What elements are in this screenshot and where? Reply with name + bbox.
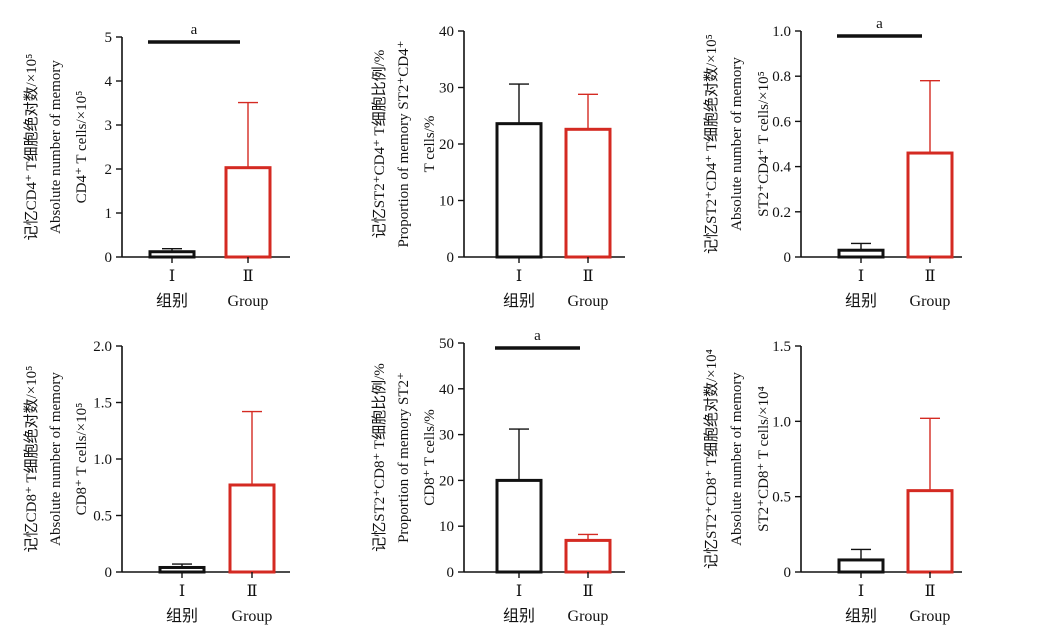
x-axis-title-en: Group	[232, 608, 273, 625]
significance-label: a	[191, 22, 198, 38]
y-tick-label: 0.2	[772, 205, 791, 221]
bar-group-2	[228, 483, 276, 574]
y-axis-title-line-1: 记忆CD8⁺ T细胞绝对数/×10⁵	[23, 366, 40, 553]
y-axis-title-line-2: Absolute number of memory	[729, 57, 745, 231]
x-axis-title-en: Group	[568, 293, 609, 310]
y-tick-label: 0.5	[772, 490, 791, 506]
y-tick-label: 30	[439, 428, 454, 444]
x-axis-title-cn: 组别	[845, 607, 877, 625]
y-axis-title-line-3: T cells/%	[422, 116, 438, 173]
bar-group-2	[564, 127, 612, 259]
y-axis-title-line-3: CD4⁺ T cells/×10⁵	[74, 91, 90, 204]
y-tick-label: 0.8	[772, 69, 791, 85]
chart-panel-3: 0 0.2 0.4 0.6 0.8 1.0 Ⅰ Ⅱ 组别 Group a 记忆ST2⁺CD4⁺ T细胞…	[703, 16, 962, 310]
x-tick-label: Ⅰ	[516, 268, 522, 285]
bar-group-1	[837, 248, 885, 259]
y-tick-label: 40	[439, 24, 454, 40]
x-tick-label: Ⅱ	[243, 268, 254, 285]
y-tick-label: 0.6	[772, 114, 791, 130]
y-tick-label: 5	[105, 30, 113, 46]
y-axis-title-line-1: 记忆CD4⁺ T细胞绝对数/×10⁵	[23, 54, 40, 241]
y-axis-title-line-1: 记忆ST2⁺CD4⁺ T细胞绝对数/×10⁵	[703, 34, 720, 254]
bar-group-1	[158, 565, 206, 574]
y-axis-title-line-2: Absolute number of memory	[48, 372, 64, 546]
y-axis-title-line-1: 记忆ST2⁺CD8⁺ T细胞绝对数/×10⁴	[703, 349, 720, 569]
y-axis-title-line-2: Absolute number of memory	[729, 372, 745, 546]
y-tick-label: 1.0	[772, 414, 791, 430]
y-tick-label: 2	[105, 162, 113, 178]
y-tick-label: 3	[105, 118, 113, 134]
bar-group-2	[906, 489, 954, 574]
y-tick-label: 0.5	[93, 509, 112, 525]
y-axis-title-line-3: ST2⁺CD8⁺ T cells/×10⁴	[756, 386, 772, 532]
y-axis-title-line-2: Proportion of memory ST2⁺	[396, 372, 412, 543]
bar-group-1	[495, 478, 543, 574]
x-tick-label: Ⅰ	[858, 268, 864, 285]
significance-label: a	[876, 16, 883, 32]
chart-panel-2: 0 10 20 30 40 Ⅰ Ⅱ 组别 Group 记忆ST2⁺CD4⁺ T细胞比例/% Prop…	[371, 24, 625, 310]
x-axis-title-en: Group	[568, 608, 609, 625]
bar-group-2	[906, 151, 954, 259]
y-tick-label: 30	[439, 81, 454, 97]
y-axis-title-line-2: Absolute number of memory	[48, 60, 64, 234]
y-axis-title-line-3: ST2⁺CD4⁺ T cells/×10⁵	[756, 71, 772, 217]
y-tick-label: 0	[105, 250, 113, 266]
significance-label: a	[534, 328, 541, 344]
y-axis-title-line-3: CD8⁺ T cells/×10⁵	[74, 403, 90, 516]
x-axis-title-en: Group	[228, 293, 269, 310]
y-tick-label: 0.4	[772, 160, 791, 176]
x-axis-title-cn: 组别	[156, 292, 188, 310]
y-tick-label: 1.5	[772, 339, 791, 355]
bar-group-1	[495, 122, 543, 259]
y-tick-label: 10	[439, 519, 454, 535]
y-tick-label: 0	[784, 250, 792, 266]
x-axis-title-cn: 组别	[503, 292, 535, 310]
x-tick-label: Ⅰ	[169, 268, 175, 285]
bar-group-1	[148, 250, 196, 259]
y-tick-label: 10	[439, 194, 454, 210]
x-axis-title-cn: 组别	[845, 292, 877, 310]
y-axis-title-line-1: 记忆ST2⁺CD4⁺ T细胞比例/%	[371, 50, 388, 238]
x-tick-label: Ⅱ	[583, 583, 594, 600]
bar-group-2	[224, 166, 272, 259]
y-tick-label: 0	[447, 250, 455, 266]
y-tick-label: 4	[105, 74, 113, 90]
x-axis-title-en: Group	[910, 293, 951, 310]
x-tick-label: Ⅱ	[925, 268, 936, 285]
chart-panel-1: 0 1 2 3 4 5 Ⅰ Ⅱ 组别 Group a 记忆CD4⁺ T细胞绝对数/×10⁵ Absolu…	[23, 22, 290, 310]
y-axis-title-line-1: 记忆ST2⁺CD8⁺ T细胞比例/%	[371, 363, 388, 551]
x-axis-title-cn: 组别	[166, 607, 198, 625]
y-tick-label: 1.5	[93, 396, 112, 412]
x-tick-label: Ⅰ	[858, 583, 864, 600]
y-tick-label: 20	[439, 137, 454, 153]
x-tick-label: Ⅱ	[925, 583, 936, 600]
x-tick-label: Ⅱ	[583, 268, 594, 285]
y-axis-title-line-3: CD8⁺ T cells/%	[422, 409, 438, 506]
bar-group-2	[564, 538, 612, 574]
x-axis-title-cn: 组别	[503, 607, 535, 625]
y-tick-label: 20	[439, 473, 454, 489]
chart-panel-6: 0 0.5 1.0 1.5 Ⅰ Ⅱ 组别 Group 记忆ST2⁺CD8⁺ T细胞绝对数/×10…	[703, 339, 962, 625]
x-tick-label: Ⅰ	[179, 583, 185, 600]
y-tick-label: 1.0	[93, 452, 112, 468]
y-tick-label: 40	[439, 382, 454, 398]
bar-group-1	[837, 558, 885, 574]
y-tick-label: 0	[784, 565, 792, 581]
x-axis-title-en: Group	[910, 608, 951, 625]
chart-panel-5: 0 10 20 30 40 50 Ⅰ Ⅱ 组别 Group a 记忆ST2⁺CD8⁺ T细胞比例/% P…	[371, 328, 625, 625]
chart-panel-4: 0 0.5 1.0 1.5 2.0 Ⅰ Ⅱ 组别 Group 记忆CD8⁺ T细胞绝对数/×10⁵…	[23, 339, 290, 625]
y-tick-label: 1.0	[772, 24, 791, 40]
y-tick-label: 2.0	[93, 339, 112, 355]
x-tick-label: Ⅰ	[516, 583, 522, 600]
y-tick-label: 0	[447, 565, 455, 581]
x-tick-label: Ⅱ	[247, 583, 258, 600]
y-tick-label: 1	[105, 206, 113, 222]
y-tick-label: 0	[105, 565, 113, 581]
y-tick-label: 50	[439, 336, 454, 352]
y-axis-title-line-2: Proportion of memory ST2⁺CD4⁺	[396, 40, 412, 247]
